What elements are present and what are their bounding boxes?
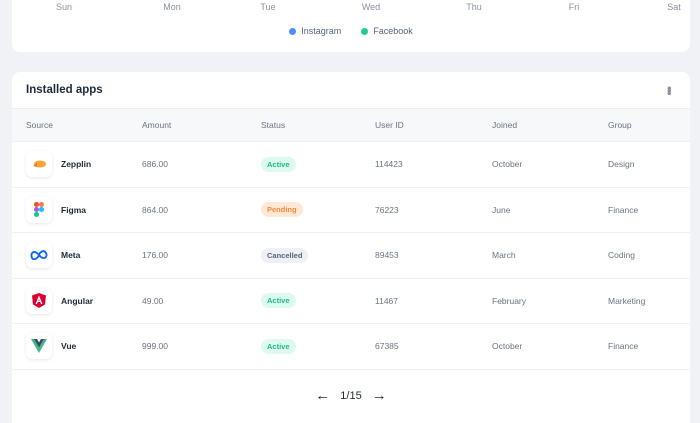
joined: March: [492, 250, 516, 261]
source-name: Angular: [61, 295, 94, 306]
user-id: 67385: [375, 341, 399, 352]
meta-icon: [26, 242, 52, 269]
user-id: 114423: [375, 159, 403, 170]
user-id: 76223: [375, 204, 399, 215]
legend-facebook[interactable]: Facebook: [361, 26, 413, 36]
amount: 176.00: [142, 250, 168, 261]
table-header: Source Amount Status User ID Joined Grou…: [12, 109, 690, 142]
user-id: 11467: [375, 295, 399, 306]
table-row[interactable]: Angular 49.00 Active 11467 February Mark…: [12, 279, 690, 324]
x-tick: Thu: [466, 2, 482, 12]
prev-page-arrow-icon[interactable]: ←: [315, 387, 331, 404]
x-tick: Tue: [260, 2, 276, 12]
group: Marketing: [608, 295, 646, 306]
group: Finance: [608, 204, 639, 215]
x-tick: Sat: [667, 2, 681, 12]
table-row[interactable]: Meta 176.00 Cancelled 89453 March Coding: [12, 233, 690, 279]
amount: 49.00: [142, 295, 164, 306]
x-tick: Sun: [55, 2, 73, 12]
col-group: Group: [608, 120, 632, 130]
table-row[interactable]: Zepplin 686.00 Active 114423 October Des…: [12, 142, 690, 188]
joined: February: [492, 295, 527, 306]
chart-legend: Instagram Facebook: [12, 26, 690, 36]
source-name: Meta: [61, 250, 81, 261]
joined: June: [492, 204, 511, 215]
facebook-dot-icon: [361, 27, 369, 35]
group: Design: [608, 159, 635, 170]
next-page-arrow-icon[interactable]: →: [371, 387, 387, 404]
instagram-dot-icon: [289, 27, 297, 35]
col-source: Source: [26, 120, 53, 130]
table-row[interactable]: Figma 864.00 Pending 76223 June Finance: [12, 188, 690, 233]
page-indicator: 1/15: [340, 389, 362, 402]
joined: October: [492, 159, 523, 170]
installed-apps-card: Installed apps ••• Source Amount Status …: [12, 72, 690, 423]
more-options-icon[interactable]: •••: [662, 86, 677, 94]
col-status: Status: [261, 120, 286, 130]
user-id: 89453: [375, 250, 399, 261]
table-body: Zepplin 686.00 Active 114423 October Des…: [12, 142, 690, 370]
x-tick: Wed: [361, 2, 381, 12]
source-name: Figma: [61, 204, 87, 215]
vue-icon: [26, 333, 52, 360]
legend-label: Facebook: [373, 26, 413, 36]
zeplin-icon: [26, 151, 52, 178]
status-badge: Active: [261, 338, 296, 354]
x-tick: Mon: [163, 2, 181, 12]
table-row[interactable]: Vue 999.00 Active 67385 October Finance: [12, 324, 690, 370]
status-badge: Active: [261, 156, 296, 172]
angular-icon: [26, 287, 52, 314]
status-badge: Cancelled: [261, 247, 309, 263]
group: Finance: [608, 341, 639, 352]
pagination: ← 1/15 →: [12, 387, 690, 404]
joined: October: [492, 341, 523, 352]
legend-instagram[interactable]: Instagram: [289, 26, 341, 36]
col-joined: Joined: [492, 120, 518, 130]
group: Coding: [608, 250, 635, 261]
amount: 864.00: [142, 204, 168, 215]
legend-label: Instagram: [301, 26, 342, 36]
x-tick: Fri: [568, 2, 580, 12]
amount: 999.00: [142, 341, 168, 352]
source-name: Zepplin: [61, 159, 92, 170]
amount: 686.00: [142, 159, 168, 170]
col-amount: Amount: [142, 120, 172, 130]
status-badge: Pending: [261, 202, 303, 218]
source-name: Vue: [61, 341, 77, 352]
col-user-id: User ID: [375, 120, 404, 130]
figma-icon: [26, 196, 52, 223]
status-badge: Active: [261, 293, 296, 309]
card-title: Installed apps: [26, 84, 103, 96]
chart-card: Sun Mon Tue Wed Thu Fri Sat Instagram Fa…: [12, 0, 690, 52]
